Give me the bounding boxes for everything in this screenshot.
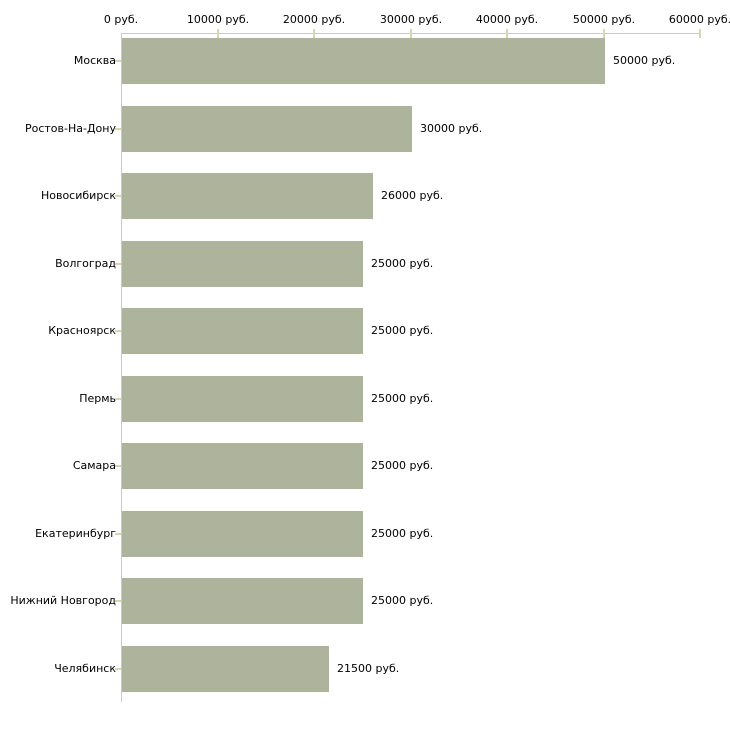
category-label: Волгоград bbox=[55, 257, 116, 270]
x-axis-tick-mark bbox=[699, 29, 701, 38]
value-label: 25000 руб. bbox=[371, 257, 434, 270]
y-axis-tick-mark bbox=[115, 263, 121, 265]
category-label: Челябинск bbox=[54, 662, 116, 675]
category-label: Москва bbox=[73, 54, 116, 67]
x-axis-tick-mark bbox=[410, 29, 412, 38]
value-label: 25000 руб. bbox=[371, 324, 434, 337]
value-label: 26000 руб. bbox=[381, 189, 444, 202]
x-axis-tick-mark bbox=[603, 29, 605, 38]
x-axis-tick-label: 10000 руб. bbox=[186, 13, 250, 26]
x-axis-tick-label: 20000 руб. bbox=[282, 13, 346, 26]
x-axis-tick-mark bbox=[506, 29, 508, 38]
x-axis-tick-label: 30000 руб. bbox=[379, 13, 443, 26]
x-axis-tick-label: 60000 руб. bbox=[668, 13, 730, 26]
category-label: Красноярск bbox=[48, 324, 116, 337]
bar bbox=[122, 241, 363, 287]
x-axis-tick-mark bbox=[217, 29, 219, 38]
value-label: 50000 руб. bbox=[613, 54, 676, 67]
bar bbox=[122, 173, 373, 219]
y-axis-tick-mark bbox=[115, 128, 121, 130]
y-axis-tick-mark bbox=[115, 465, 121, 467]
category-label: Нижний Новгород bbox=[10, 594, 116, 607]
value-label: 30000 руб. bbox=[420, 122, 483, 135]
category-label: Пермь bbox=[79, 392, 116, 405]
bar bbox=[122, 646, 329, 692]
value-label: 25000 руб. bbox=[371, 459, 434, 472]
bar bbox=[122, 38, 605, 84]
bar bbox=[122, 106, 412, 152]
y-axis-tick-mark bbox=[115, 195, 121, 197]
bar bbox=[122, 511, 363, 557]
bar bbox=[122, 578, 363, 624]
y-axis-tick-mark bbox=[115, 668, 121, 670]
category-label: Екатеринбург bbox=[35, 527, 116, 540]
value-label: 25000 руб. bbox=[371, 527, 434, 540]
category-label: Самара bbox=[72, 459, 116, 472]
y-axis-line bbox=[121, 33, 122, 702]
x-axis-tick-label: 0 руб. bbox=[103, 13, 139, 26]
y-axis-tick-mark bbox=[115, 600, 121, 602]
y-axis-tick-mark bbox=[115, 330, 121, 332]
x-axis-tick-mark bbox=[313, 29, 315, 38]
value-label: 25000 руб. bbox=[371, 594, 434, 607]
category-label: Ростов-На-Дону bbox=[24, 122, 116, 135]
x-axis-tick-label: 40000 руб. bbox=[475, 13, 539, 26]
y-axis-tick-mark bbox=[115, 533, 121, 535]
x-axis-tick-label: 50000 руб. bbox=[572, 13, 636, 26]
y-axis-tick-mark bbox=[115, 60, 121, 62]
category-label: Новосибирск bbox=[40, 189, 116, 202]
bar bbox=[122, 443, 363, 489]
bar bbox=[122, 308, 363, 354]
bar bbox=[122, 376, 363, 422]
y-axis-tick-mark bbox=[115, 398, 121, 400]
value-label: 21500 руб. bbox=[337, 662, 400, 675]
value-label: 25000 руб. bbox=[371, 392, 434, 405]
